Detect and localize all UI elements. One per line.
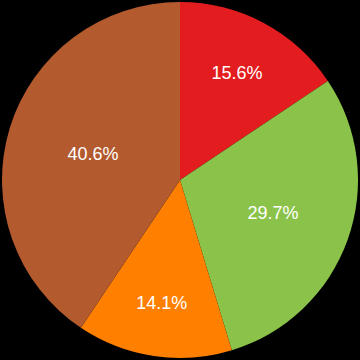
svg-text:14.1%: 14.1% bbox=[136, 293, 187, 313]
svg-text:40.6%: 40.6% bbox=[67, 144, 118, 164]
svg-text:29.7%: 29.7% bbox=[247, 203, 298, 223]
svg-text:15.6%: 15.6% bbox=[211, 63, 262, 83]
